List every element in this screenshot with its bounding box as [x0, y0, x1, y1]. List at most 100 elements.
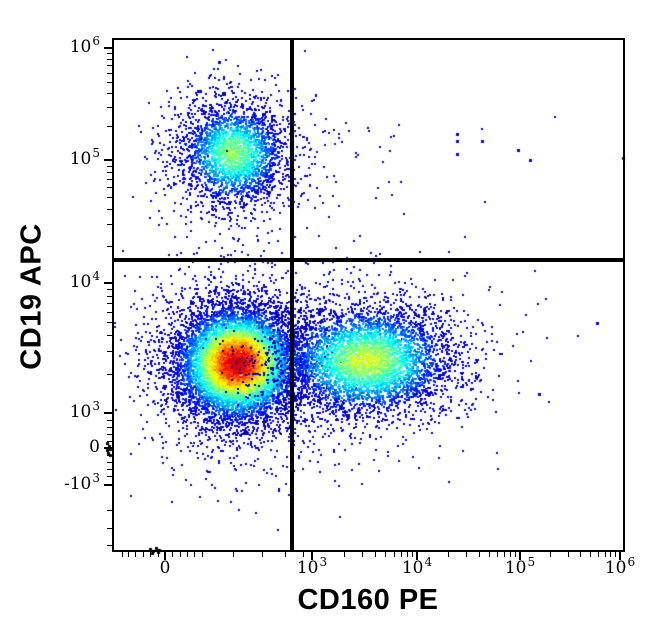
tick-mark	[107, 224, 112, 225]
tick-mark	[385, 552, 386, 557]
tick-mark	[107, 351, 112, 352]
tick-mark	[580, 552, 581, 557]
x-tick-label: 105	[504, 555, 536, 578]
tick-mark	[448, 552, 449, 557]
tick-mark	[107, 107, 112, 108]
tick-mark	[107, 476, 112, 477]
tick-mark	[107, 374, 112, 375]
tick-mark	[107, 510, 112, 511]
tick-mark	[104, 47, 112, 49]
tick-mark	[303, 552, 304, 557]
x-tick-label: 0	[159, 558, 171, 578]
x-tick-label: 106	[604, 555, 636, 578]
tick-mark	[104, 412, 112, 414]
tick-mark	[497, 552, 498, 557]
tick-mark	[107, 179, 112, 180]
tick-mark	[107, 246, 112, 247]
tick-mark	[394, 552, 395, 557]
tick-mark	[107, 420, 112, 421]
tick-mark	[107, 82, 112, 83]
tick-mark	[107, 53, 112, 54]
tick-mark	[107, 197, 112, 198]
tick-mark	[107, 296, 112, 297]
y-tick-label: 106	[69, 33, 100, 57]
tick-mark	[605, 552, 606, 557]
tick-mark	[107, 303, 112, 304]
tick-mark	[262, 552, 263, 557]
tick-mark	[107, 59, 112, 60]
tick-mark	[150, 552, 151, 557]
tick-mark	[107, 312, 112, 313]
x-tick-label: 104	[401, 555, 433, 578]
tick-mark	[107, 172, 112, 173]
tick-mark	[172, 552, 173, 557]
tick-mark	[104, 159, 112, 161]
tick-mark	[610, 552, 611, 557]
x-axis-title: CD160 PE	[297, 584, 439, 616]
tick-mark	[479, 552, 480, 557]
x-tick-label: 103	[296, 555, 328, 578]
tick-mark	[362, 552, 363, 557]
tick-mark	[107, 528, 112, 529]
tick-mark	[311, 552, 313, 560]
tick-mark	[416, 552, 418, 560]
tick-mark	[107, 187, 112, 188]
tick-mark	[135, 552, 136, 557]
tick-mark	[180, 552, 181, 557]
tick-mark	[107, 455, 112, 456]
tick-mark	[194, 552, 195, 557]
y-tick-label: -103	[63, 470, 100, 494]
tick-mark	[375, 552, 376, 557]
tick-mark	[615, 552, 616, 557]
y-tick-label: 105	[69, 145, 100, 169]
tick-mark	[107, 441, 112, 442]
tick-mark	[202, 552, 203, 557]
tick-mark	[107, 126, 112, 127]
tick-mark	[619, 552, 621, 560]
quadrant-gate-vertical-line	[290, 38, 294, 552]
tick-mark	[104, 447, 112, 449]
tick-mark	[519, 552, 521, 560]
tick-mark	[122, 552, 123, 557]
tick-mark	[107, 209, 112, 210]
tick-mark	[164, 552, 166, 560]
tick-mark	[107, 65, 112, 66]
tick-mark	[143, 552, 144, 557]
tick-mark	[104, 484, 112, 486]
tick-mark	[107, 427, 112, 428]
tick-mark	[104, 282, 112, 284]
tick-mark	[344, 552, 345, 557]
tick-mark	[510, 552, 511, 557]
tick-mark	[504, 552, 505, 557]
y-tick-label: 103	[69, 398, 100, 422]
y-axis-title: CD19 APC	[15, 223, 48, 370]
tick-mark	[107, 73, 112, 74]
tick-mark	[285, 552, 286, 557]
tick-mark	[107, 166, 112, 167]
tick-mark	[412, 552, 413, 557]
tick-mark	[107, 545, 112, 546]
tick-mark	[107, 335, 112, 336]
tick-mark	[128, 552, 129, 557]
tick-mark	[598, 552, 599, 557]
tick-mark	[107, 434, 112, 435]
tick-mark	[107, 93, 112, 94]
tick-mark	[107, 462, 112, 463]
tick-mark	[107, 322, 112, 323]
tick-mark	[515, 552, 516, 557]
tick-mark	[401, 552, 402, 557]
y-tick-label: 0	[89, 436, 100, 457]
tick-mark	[489, 552, 490, 557]
tick-mark	[550, 552, 551, 557]
tick-mark	[233, 552, 234, 557]
y-tick-label: 104	[69, 268, 100, 292]
tick-mark	[590, 552, 591, 557]
tick-mark	[407, 552, 408, 557]
quadrant-gate-horizontal-line	[112, 258, 625, 262]
tick-mark	[568, 552, 569, 557]
plot-frame	[112, 38, 625, 552]
tick-mark	[466, 552, 467, 557]
tick-mark	[158, 552, 159, 557]
tick-mark	[187, 552, 188, 557]
